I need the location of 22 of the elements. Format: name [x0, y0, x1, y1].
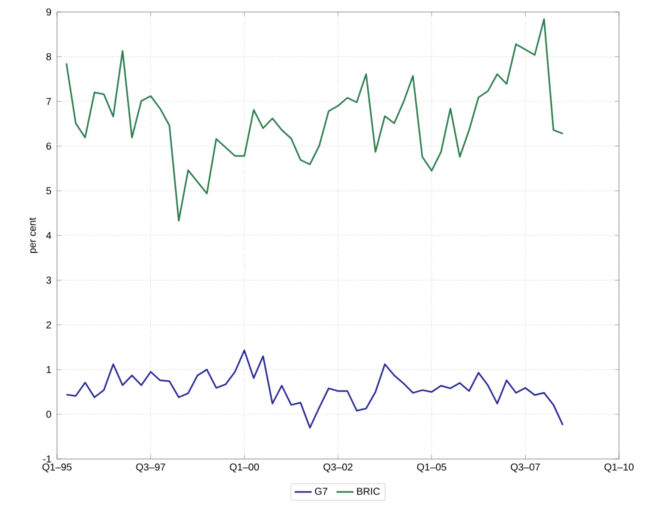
y-tick-label: 4 [46, 232, 52, 239]
legend-label: G7 [314, 488, 328, 495]
y-tick-label: 7 [46, 98, 51, 105]
x-tick-label: Q3–07 [510, 464, 540, 472]
x-tick-label: Q3–97 [136, 464, 166, 472]
y-tick-label: 2 [46, 321, 51, 328]
y-tick-label: 9 [46, 8, 52, 16]
y-tick-label: 6 [46, 142, 52, 150]
y-tick-label: 0 [46, 410, 52, 418]
x-tick-label: Q1–00 [230, 464, 259, 472]
y-tick-label: 3 [46, 276, 52, 284]
y-tick-label: 8 [46, 53, 52, 60]
legend-label: BRIC [357, 488, 380, 495]
x-tick-label: Q1–05 [417, 464, 446, 472]
y-axis-title: per cent [29, 218, 38, 253]
x-tick-label: Q1–95 [42, 464, 72, 472]
line-series [66, 350, 564, 428]
y-tick-label: 5 [46, 187, 52, 194]
y-tick-label: -1 [43, 456, 52, 462]
x-tick-label: Q3–02 [324, 464, 352, 472]
y-tick-label: 1 [46, 366, 52, 374]
x-tick-label: Q1–10 [604, 464, 634, 472]
